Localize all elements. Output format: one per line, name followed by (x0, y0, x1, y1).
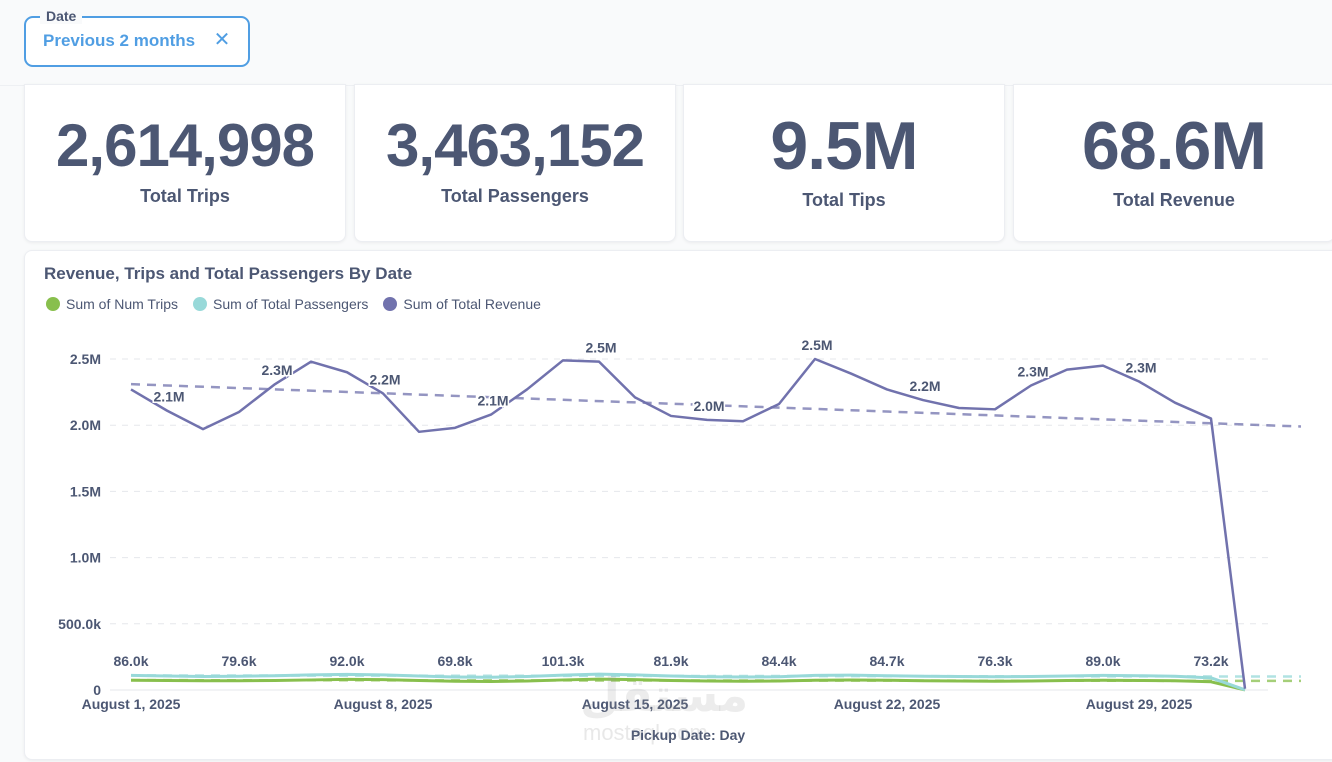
kpi-label: Total Trips (140, 186, 230, 206)
legend-label: Sum of Total Revenue (403, 296, 541, 312)
legend-item-total-passengers[interactable]: Sum of Total Passengers (193, 296, 368, 312)
legend-dot-icon (193, 297, 208, 311)
filter-bar: Date Previous 2 months ✕ (0, 0, 1332, 86)
kpi-card-total-revenue: 68.6M Total Revenue (1013, 84, 1332, 242)
legend-label: Sum of Num Trips (66, 296, 179, 312)
chart-title[interactable]: Revenue, Trips and Total Passengers By D… (44, 264, 413, 283)
legend-dot-icon (46, 297, 60, 311)
kpi-value: 68.6M (1082, 108, 1267, 184)
legend-label: Sum of Total Passengers (213, 296, 369, 312)
kpi-value: 2,614,998 (56, 112, 315, 179)
kpi-card-total-passengers: 3,463,152 Total Passengers (354, 84, 676, 242)
kpi-value: 3,463,152 (386, 112, 645, 179)
kpi-label: Total Passengers (441, 186, 589, 206)
kpi-label: Total Revenue (1113, 190, 1235, 210)
close-icon[interactable]: ✕ (213, 29, 231, 51)
chart-card: Revenue, Trips and Total Passengers By D… (24, 250, 1332, 760)
legend-item-total-revenue[interactable]: Sum of Total Revenue (383, 296, 541, 312)
legend-dot-icon (383, 297, 398, 311)
kpi-card-total-trips: 2,614,998 Total Trips (24, 84, 346, 242)
chart-legend: Sum of Num Trips Sum of Total Passengers… (46, 296, 541, 312)
date-filter[interactable]: Date Previous 2 months ✕ (24, 8, 250, 67)
legend-item-num-trips[interactable]: Sum of Num Trips (46, 296, 178, 312)
date-filter-label: Date (40, 8, 83, 24)
kpi-label: Total Tips (802, 190, 886, 210)
date-filter-value[interactable]: Previous 2 months (43, 31, 196, 50)
kpi-card-total-tips: 9.5M Total Tips (683, 84, 1005, 242)
kpi-value: 9.5M (770, 108, 918, 184)
